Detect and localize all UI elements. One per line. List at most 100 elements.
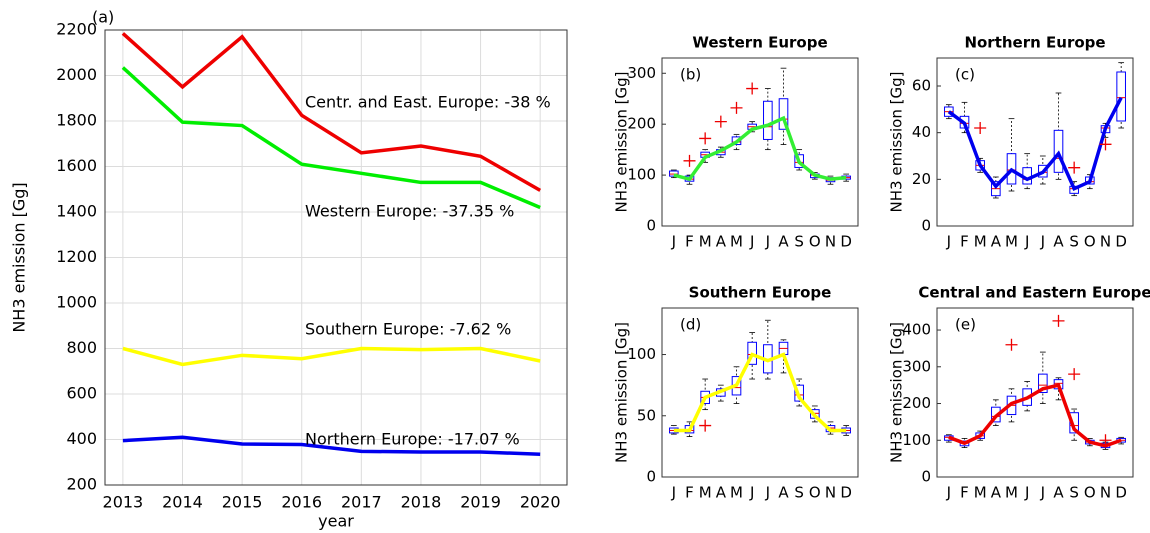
outlier [746,82,759,95]
y-tick-label: 20 [912,170,931,188]
x-tick-label: J [765,484,770,502]
y-tick-label: 2000 [56,65,97,84]
x-tick-label: 2016 [281,493,322,512]
mean-line [673,352,847,433]
x-tick-label: 2020 [520,493,561,512]
panel-label: (c) [955,66,975,84]
plot-frame [104,29,568,486]
y-tick-label: 100 [627,166,656,184]
y-tick-label: 0 [646,468,656,486]
x-tick-label: N [825,484,836,502]
x-tick-label: M [1005,233,1018,251]
x-tick-label: A [991,233,1002,251]
x-tick-label: A [1053,233,1064,251]
outlier [1068,368,1081,381]
box [763,100,773,140]
x-tick-label: J [1024,484,1029,502]
y-tick-label: 60 [912,77,931,95]
x-tick-label: J [671,233,676,251]
x-axis-label: year [318,512,354,531]
box [1069,412,1079,434]
x-tick-label: 2018 [401,493,442,512]
y-tick-label: 0 [921,217,931,235]
series-line [121,66,541,210]
x-tick-label: N [825,233,836,251]
x-tick-label: O [1084,233,1096,251]
panel-label: (d) [680,316,701,334]
x-tick-label: M [974,484,987,502]
plot-frame [936,307,1134,478]
box [1116,71,1126,122]
x-tick-label: A [778,233,789,251]
annotation: Western Europe: -37.35 % [305,202,514,221]
box [1038,373,1048,393]
mean-line [948,383,1122,448]
y-tick-label: 1400 [56,202,97,221]
x-tick-label: F [685,484,694,502]
x-tick-label: 2013 [103,493,144,512]
outlier [730,101,743,114]
x-tick-label: S [1069,233,1079,251]
x-tick-label: 2019 [460,493,501,512]
y-tick-label: 40 [912,123,931,141]
x-tick-label: A [1053,484,1064,502]
x-tick-label: 2017 [341,493,382,512]
annotation: Centr. and East. Europe: -38 % [305,93,551,112]
y-tick-label: 1800 [56,111,97,130]
y-tick-label: 1000 [56,293,97,312]
x-tick-label: M [730,484,743,502]
x-tick-label: M [974,233,987,251]
x-tick-label: S [1069,484,1079,502]
y-axis-label: NH3 emission [Gg] [10,182,29,332]
plot-frame [661,307,859,478]
x-tick-label: A [991,484,1002,502]
y-tick-label: 0 [646,217,656,235]
y-tick-label: 800 [66,338,97,357]
x-tick-label: N [1100,233,1111,251]
y-axis-label: NH3 emission [Gg] [613,72,631,213]
x-tick-label: M [730,233,743,251]
x-tick-label: M [699,233,712,251]
mean-line [947,96,1123,191]
panel-title: Central and Eastern Europe [918,284,1150,302]
series-line [121,32,542,192]
outlier [1068,161,1081,174]
annotation: Northern Europe: -17.07 % [305,430,520,449]
mean-line [673,115,847,182]
x-tick-label: 2014 [162,493,203,512]
x-tick-label: J [749,233,754,251]
series-line [122,346,541,367]
plot-frame [661,57,859,227]
x-tick-label: J [946,233,951,251]
outlier [699,132,712,145]
x-tick-label: F [960,233,969,251]
y-tick-label: 100 [902,431,931,449]
x-tick-label: J [749,484,754,502]
main-chart: 200 400 600 800 1000 1200 1400 1600 1800 2000 2200… [10,8,568,531]
outlier [974,122,987,134]
y-tick-label: 200 [66,475,97,494]
y-tick-label: 400 [902,321,931,339]
y-tick-label: 1600 [56,156,97,175]
y-tick-label: 600 [66,384,97,403]
outlier [1099,138,1112,151]
x-tick-label: D [1115,484,1127,502]
x-tick-label: S [794,233,804,251]
panel-title: Southern Europe [689,284,832,302]
x-tick-label: O [809,484,821,502]
y-axis-label: NH3 emission [Gg] [888,72,906,213]
outlier [683,154,696,167]
y-tick-label: 100 [627,345,656,363]
x-tick-label: S [794,484,804,502]
x-tick-label: M [1005,484,1018,502]
x-tick-label: 2015 [222,493,263,512]
y-tick-label: 50 [637,406,656,424]
panel-label: (a) [92,8,114,27]
x-tick-label: J [1040,233,1045,251]
x-tick-label: O [809,233,821,251]
